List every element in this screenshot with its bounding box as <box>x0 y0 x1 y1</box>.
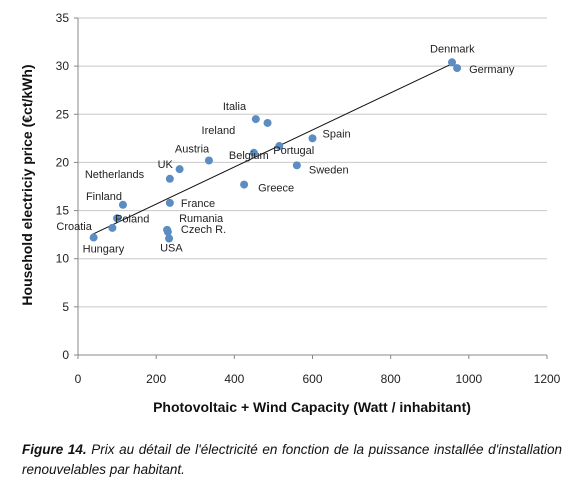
y-tick-label: 15 <box>56 204 70 218</box>
y-tick-label: 35 <box>56 11 70 25</box>
point-label: Czech R. <box>181 224 226 236</box>
data-point <box>163 227 172 236</box>
point-label: Poland <box>115 213 149 225</box>
point-label: Rumania <box>179 213 224 225</box>
data-point <box>240 180 249 189</box>
x-tick-label: 800 <box>381 372 401 386</box>
data-point <box>113 214 122 223</box>
x-tick-label: 1000 <box>455 372 482 386</box>
y-tick-label: 20 <box>56 155 70 169</box>
figure-label: Figure 14. <box>22 442 87 457</box>
y-tick-label: 25 <box>56 107 70 121</box>
point-label: Ireland <box>202 125 236 137</box>
figure-caption: Figure 14. Prix au détail de l'électrici… <box>22 440 562 480</box>
data-point <box>448 58 457 67</box>
x-tick-label: 1200 <box>534 372 561 386</box>
data-point <box>165 234 174 243</box>
data-points <box>89 58 462 243</box>
point-label: Belgium <box>229 150 269 162</box>
grid-lines <box>74 17 548 359</box>
point-label: USA <box>160 242 183 254</box>
point-label: Hungary <box>83 244 125 256</box>
y-tick-labels: 0 5 10 15 20 25 30 35 <box>56 11 70 362</box>
data-point <box>204 156 213 165</box>
data-point <box>263 118 272 127</box>
trend-line <box>91 61 456 236</box>
data-point <box>251 115 260 124</box>
data-point <box>108 223 117 232</box>
data-point <box>165 198 174 207</box>
data-point <box>453 64 462 73</box>
data-point <box>89 233 98 242</box>
y-axis-title: Household electriciy price (€ct/kWh) <box>19 64 35 305</box>
point-label: Croatia <box>56 221 92 233</box>
data-point <box>292 161 301 170</box>
x-axis-title: Photovoltaic + Wind Capacity (Watt / inh… <box>153 399 471 415</box>
point-label: Sweden <box>309 164 349 176</box>
data-point <box>118 200 127 209</box>
point-label: Italia <box>223 101 247 113</box>
scatter-chart: 0 5 10 15 20 25 30 35 0 200 400 600 800 1000 1200 Den… <box>19 11 561 415</box>
data-point <box>175 165 184 174</box>
data-point <box>165 174 174 183</box>
point-label: Denmark <box>430 43 475 55</box>
point-label: Germany <box>469 64 515 76</box>
caption-text: Prix au détail de l'électricité en fonct… <box>22 442 562 477</box>
y-tick-label: 30 <box>56 59 70 73</box>
point-label: Finland <box>86 191 122 203</box>
data-point <box>275 142 284 151</box>
point-label: Spain <box>323 128 351 140</box>
y-tick-label: 10 <box>56 252 70 266</box>
point-labels: Denmark Germany Italia Ireland Spain Portugal… <box>56 43 514 255</box>
point-label: Portugal <box>273 145 314 157</box>
x-tick-label: 400 <box>224 372 244 386</box>
y-tick-label: 5 <box>62 300 69 314</box>
y-tick-label: 0 <box>62 348 69 362</box>
point-label: Greece <box>258 183 294 195</box>
point-label: Netherlands <box>85 169 145 181</box>
x-tick-label: 600 <box>302 372 322 386</box>
data-point <box>249 148 258 157</box>
point-label: France <box>181 198 215 210</box>
point-label: Austria <box>175 144 210 156</box>
x-tick-label: 200 <box>146 372 166 386</box>
x-tick-labels: 0 200 400 600 800 1000 1200 <box>75 372 561 386</box>
data-point <box>308 134 317 143</box>
point-label: UK <box>158 159 174 171</box>
x-tick-label: 0 <box>75 372 82 386</box>
